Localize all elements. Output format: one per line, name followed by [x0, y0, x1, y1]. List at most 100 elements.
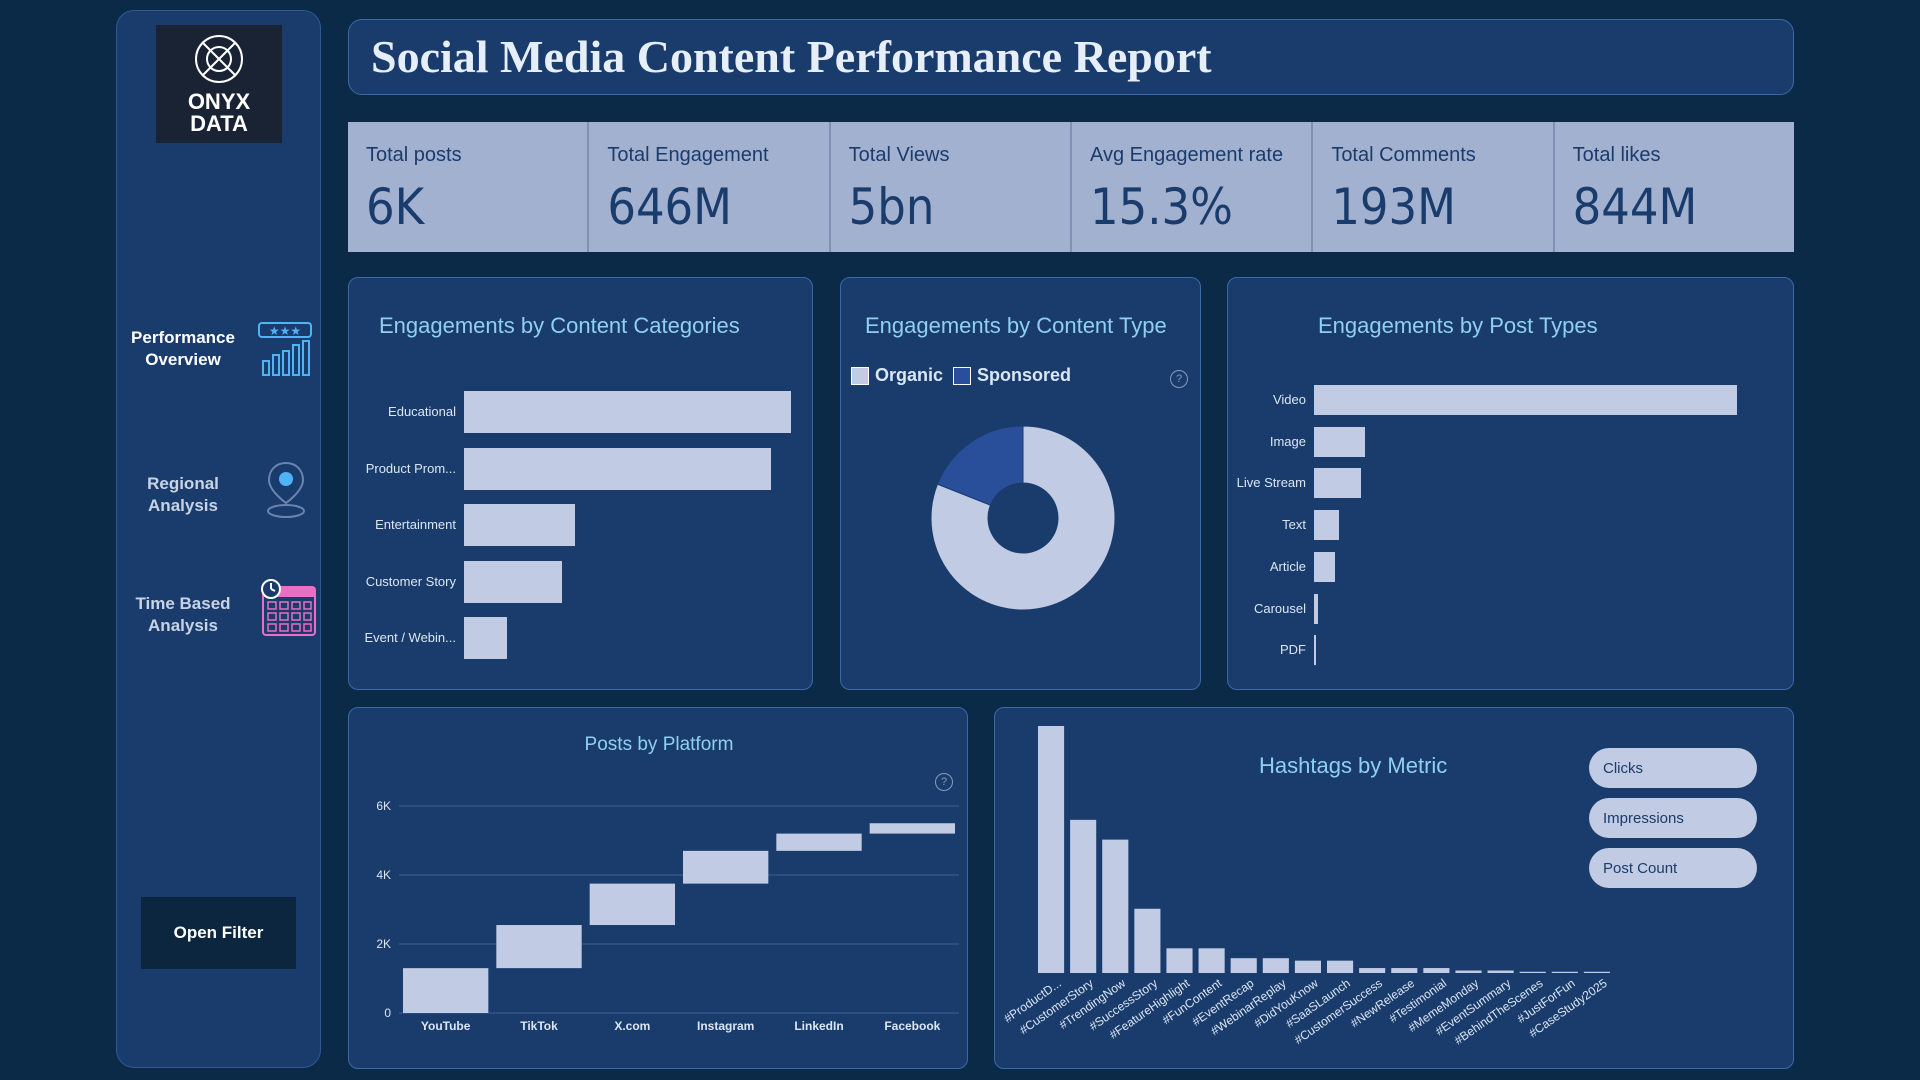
kpi-value: 646M	[607, 178, 732, 236]
kpi-value: 15.3%	[1089, 178, 1233, 236]
chart-title: Posts by Platform	[584, 734, 734, 755]
metric-impressions-button[interactable]: Impressions	[1589, 798, 1757, 838]
y-tick-label: 4K	[376, 868, 391, 882]
category-label: Product Prom...	[365, 460, 456, 476]
bar[interactable]	[1314, 593, 1319, 624]
nav-time-based-analysis[interactable]: Time Based Analysis	[117, 579, 322, 649]
legend-label: Sponsored	[977, 365, 1072, 385]
content-type-panel: Engagements by Content Type Organic Spon…	[840, 277, 1201, 690]
hashtag-bar[interactable]	[1455, 970, 1482, 973]
category-label: PDF	[1280, 642, 1306, 658]
x-tick-label: LinkedIn	[794, 1019, 843, 1033]
hashtag-bar[interactable]	[1519, 971, 1546, 973]
category-label: Carousel	[1253, 600, 1306, 616]
nav-regional-analysis[interactable]: Regional Analysis	[117, 459, 322, 529]
bar[interactable]	[464, 447, 772, 490]
legend-label: Organic	[875, 365, 944, 385]
bar-chart-stars-icon: ★★★	[258, 322, 312, 376]
waterfall-bar[interactable]	[869, 823, 955, 834]
hashtag-bar[interactable]	[1230, 958, 1257, 973]
hashtag-bar[interactable]	[1391, 968, 1418, 973]
bar[interactable]	[1314, 426, 1365, 457]
hashtag-bar[interactable]	[1102, 839, 1129, 973]
bar[interactable]	[464, 391, 791, 433]
legend-swatch	[851, 366, 869, 385]
bar[interactable]	[1314, 468, 1361, 499]
bar[interactable]	[464, 617, 507, 659]
content-type-donut	[930, 425, 1116, 611]
y-tick-label: 2K	[376, 937, 391, 951]
hashtag-bar[interactable]	[1583, 971, 1610, 973]
x-tick-label: TikTok	[520, 1019, 558, 1033]
category-label: Live Stream	[1236, 475, 1306, 491]
category-label: Customer Story	[365, 573, 456, 589]
x-tick-label: X.com	[614, 1019, 650, 1033]
waterfall-bar[interactable]	[776, 833, 862, 851]
chart-title: Hashtags by Metric	[1259, 753, 1448, 778]
kpi-label: Total likes	[1572, 144, 1661, 166]
posts-by-platform-chart: 0 2K 4K 6K YouTube TikTok X.com Instagram Linked…	[376, 799, 959, 1033]
category-label: Article	[1269, 558, 1306, 574]
kpi-card-total-engagement: Total Engagement 646M	[589, 122, 831, 252]
category-label: Text	[1282, 517, 1306, 533]
kpi-value: 6K	[366, 178, 425, 236]
hashtag-bar[interactable]	[1134, 908, 1161, 973]
hashtag-bar[interactable]	[1294, 960, 1321, 973]
kpi-label: Total Comments	[1331, 144, 1476, 166]
bar[interactable]	[1314, 551, 1336, 582]
hashtag-bar[interactable]	[1070, 819, 1097, 973]
hashtag-bar[interactable]	[1166, 948, 1193, 973]
x-tick-label: Instagram	[697, 1019, 754, 1033]
bar[interactable]	[464, 504, 576, 546]
content-categories-panel: Engagements by Content Categories Educat…	[348, 277, 813, 690]
bar[interactable]	[1314, 635, 1317, 666]
waterfall-bar[interactable]	[589, 883, 675, 926]
posts-by-platform-panel: Posts by Platform ? 0 2K 4K 6K YouTube TikTok…	[348, 707, 968, 1069]
kpi-card-total-views: Total Views 5bn	[831, 122, 1072, 252]
category-label: Event / Webin...	[364, 630, 456, 645]
y-tick-label: 6K	[376, 799, 391, 813]
kpi-value: 5bn	[848, 178, 935, 236]
nav-label: Regional Analysis	[147, 474, 219, 515]
waterfall-bar[interactable]	[496, 925, 582, 969]
hashtag-bar[interactable]	[1327, 960, 1354, 973]
bar[interactable]	[464, 560, 563, 603]
hashtag-bar[interactable]	[1359, 968, 1386, 973]
hashtag-bar[interactable]	[1551, 971, 1578, 973]
category-label: Video	[1272, 392, 1306, 407]
help-icon[interactable]: ?	[1170, 370, 1188, 388]
legend-swatch	[953, 366, 971, 385]
nav-label: Performance Overview	[131, 328, 235, 369]
svg-text:★★★: ★★★	[269, 324, 301, 338]
metric-clicks-button[interactable]: Clicks	[1589, 748, 1757, 788]
category-label: Image	[1269, 433, 1306, 449]
globe-logo-icon	[195, 35, 243, 83]
waterfall-bar[interactable]	[683, 850, 769, 884]
hashtag-bar[interactable]	[1262, 958, 1289, 973]
help-icon[interactable]: ?	[935, 773, 953, 791]
hashtags-panel: Hashtags by Metric #ProductD... #Customer…	[994, 707, 1794, 1069]
bar[interactable]	[1314, 385, 1737, 415]
donut-slice-organic[interactable]	[930, 425, 1116, 611]
hashtag-bar[interactable]	[1487, 970, 1514, 973]
kpi-value: 844M	[1572, 178, 1698, 236]
category-label: Entertainment	[375, 517, 456, 532]
bar[interactable]	[1314, 510, 1340, 541]
hashtag-bar[interactable]	[1038, 726, 1065, 973]
page-title: Social Media Content Performance Report	[371, 31, 1212, 82]
chart-title: Engagements by Content Categories	[379, 313, 740, 338]
hashtags-chart: #ProductD...#CustomerStory#TrendingNow#S…	[1001, 726, 1610, 1048]
hashtag-bar[interactable]	[1198, 948, 1225, 973]
calendar-clock-icon	[261, 579, 316, 636]
open-filter-button[interactable]: Open Filter	[141, 897, 296, 969]
legend-sponsored[interactable]: Sponsored	[953, 365, 1071, 386]
map-pin-icon	[267, 461, 305, 518]
metric-post-count-button[interactable]: Post Count	[1589, 848, 1757, 888]
waterfall-bar[interactable]	[403, 968, 489, 1013]
nav-performance-overview[interactable]: Performance Overview ★★★	[117, 311, 322, 381]
y-tick-label: 0	[384, 1006, 391, 1020]
hashtag-bar[interactable]	[1423, 968, 1450, 973]
legend-organic[interactable]: Organic	[851, 365, 943, 386]
logo-text: ONYX DATA	[187, 89, 251, 136]
donut-slice-sponsored[interactable]	[936, 425, 1024, 506]
